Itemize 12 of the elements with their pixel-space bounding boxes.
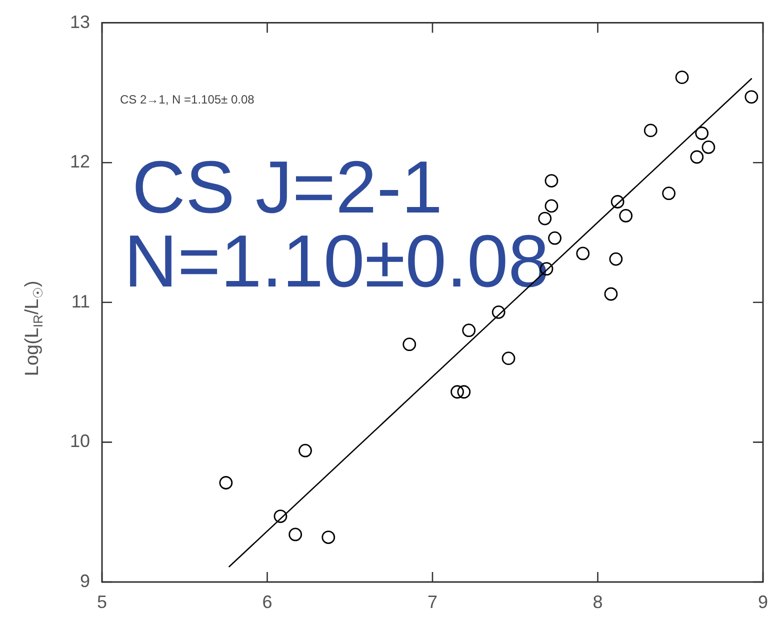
y-tick-label: 13 xyxy=(70,12,90,32)
x-tick-label: 7 xyxy=(427,592,438,612)
y-tick-label: 9 xyxy=(80,570,90,591)
y-tick-label: 11 xyxy=(71,291,90,312)
y-axis-title: Log(LIR/L☉) xyxy=(22,280,46,376)
annotation: CS 2→1, N =1.105± 0.08 xyxy=(120,92,255,106)
x-tick-label: 6 xyxy=(262,592,272,612)
x-tick-label: 9 xyxy=(758,592,768,612)
x-tick-label: 8 xyxy=(592,592,603,612)
y-tick-label: 12 xyxy=(70,152,90,172)
y-tick-label: 10 xyxy=(70,431,90,452)
x-tick-label: 5 xyxy=(96,592,108,612)
